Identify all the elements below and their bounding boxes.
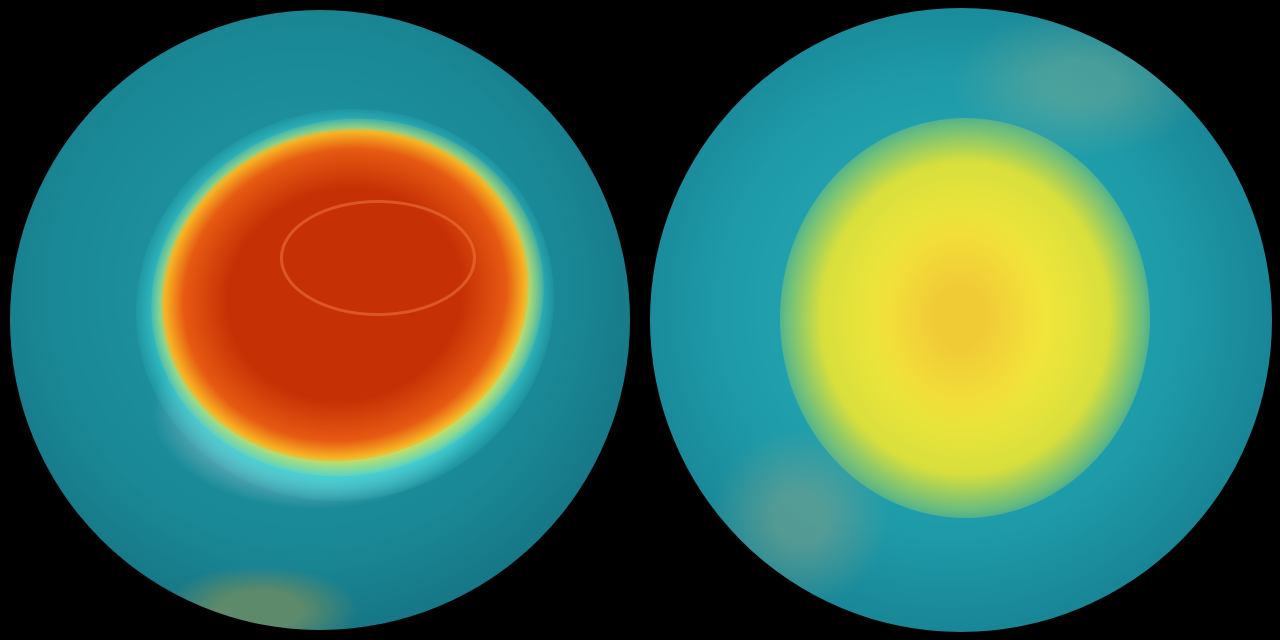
globe-limb-shading <box>650 8 1272 632</box>
left-globe-ozone-hole <box>10 10 630 630</box>
globe-limb-shading <box>10 10 630 630</box>
right-globe-arctic-ozone <box>650 8 1272 632</box>
